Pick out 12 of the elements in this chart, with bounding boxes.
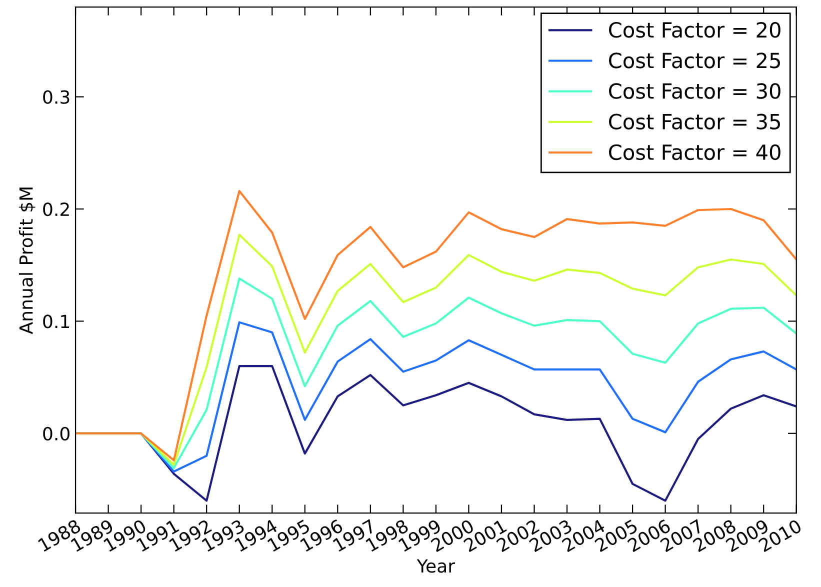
y-axis-title: Annual Profit $M — [18, 188, 36, 334]
legend-label: Cost Factor = 20 — [609, 22, 780, 38]
legend-label: Cost Factor = 25 — [609, 52, 780, 68]
line-series — [76, 190, 796, 462]
y-tick-label: 0.0 — [43, 426, 70, 440]
y-tick-label: 0.2 — [43, 202, 69, 216]
y-tick-label: 0.3 — [43, 90, 70, 104]
legend-label: Cost Factor = 30 — [609, 83, 780, 99]
legend-label: Cost Factor = 40 — [609, 144, 780, 160]
y-tick-label: 0.1 — [43, 314, 70, 328]
x-axis-title: Year — [416, 559, 456, 573]
legend-label: Cost Factor = 35 — [609, 114, 780, 130]
